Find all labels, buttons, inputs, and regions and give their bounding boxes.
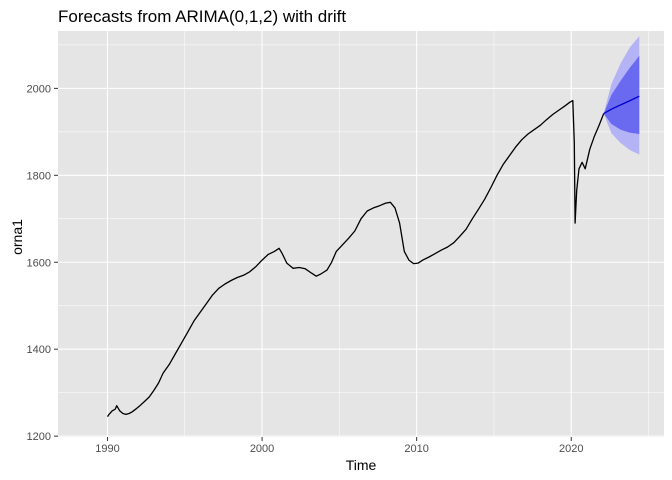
forecast-intervals <box>603 36 640 155</box>
x-axis-label: Time <box>346 457 377 473</box>
x-tick-label: 2020 <box>559 443 583 455</box>
x-tick-label: 2000 <box>250 443 274 455</box>
grid-minor <box>58 31 664 437</box>
x-axis-ticks: 1990 2000 2010 2020 <box>95 437 583 455</box>
x-tick-label: 2010 <box>404 443 428 455</box>
y-tick-label: 1800 <box>27 170 51 182</box>
y-tick-label: 1400 <box>27 344 51 356</box>
y-tick-label: 2000 <box>27 83 51 95</box>
y-axis-ticks: 1200 1400 1600 1800 2000 <box>27 83 58 443</box>
chart-title: Forecasts from ARIMA(0,1,2) with drift <box>58 7 346 26</box>
grid-major <box>58 31 664 437</box>
forecast-band-80 <box>603 55 640 134</box>
y-axis-label: orna1 <box>9 219 25 255</box>
y-tick-label: 1600 <box>27 257 51 269</box>
history-series-line <box>106 99 605 417</box>
y-tick-label: 1200 <box>27 431 51 443</box>
plot-panel <box>58 31 664 437</box>
x-tick-label: 1990 <box>95 443 119 455</box>
forecast-mean-line <box>603 95 640 115</box>
series-lines <box>106 95 640 417</box>
